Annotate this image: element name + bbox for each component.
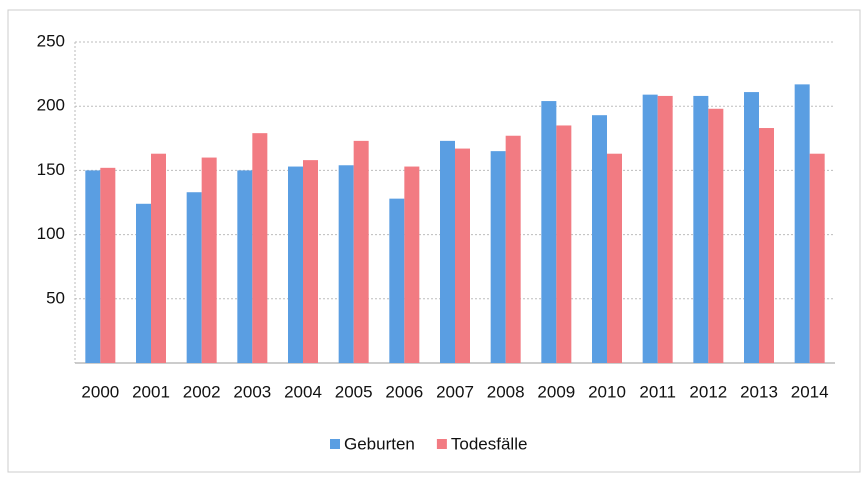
bar bbox=[505, 135, 521, 363]
legend-swatch bbox=[436, 439, 447, 449]
x-tick-label: 2006 bbox=[385, 382, 423, 401]
bar bbox=[303, 160, 318, 363]
x-tick-label: 2010 bbox=[588, 382, 626, 401]
bar bbox=[556, 125, 572, 364]
bar bbox=[809, 153, 825, 363]
legend-swatch bbox=[330, 439, 340, 449]
x-tick-label: 2011 bbox=[639, 382, 676, 401]
bar bbox=[541, 101, 557, 364]
bar bbox=[490, 151, 506, 363]
x-tick-label: 2007 bbox=[436, 382, 474, 401]
legend-label: Todesfälle bbox=[451, 434, 528, 453]
bar bbox=[440, 140, 455, 363]
chart-frame bbox=[7, 9, 861, 473]
x-tick-label: 2008 bbox=[487, 382, 525, 401]
y-tick-label: 100 bbox=[37, 224, 65, 243]
bar bbox=[252, 133, 268, 363]
bar bbox=[642, 94, 658, 364]
bar bbox=[404, 166, 420, 363]
x-tick-label: 2001 bbox=[132, 382, 170, 401]
bar bbox=[288, 166, 303, 363]
bar bbox=[693, 95, 709, 363]
bar bbox=[237, 170, 253, 363]
y-tick-label: 150 bbox=[37, 160, 65, 179]
x-tick-label: 2009 bbox=[537, 382, 575, 401]
bar bbox=[708, 108, 724, 363]
bar bbox=[607, 153, 622, 363]
x-tick-label: 2004 bbox=[284, 382, 322, 401]
bar bbox=[744, 92, 759, 364]
bar bbox=[136, 203, 151, 363]
bar bbox=[657, 95, 673, 363]
bar bbox=[201, 157, 217, 363]
x-tick-label: 2003 bbox=[233, 382, 271, 401]
bar bbox=[759, 128, 774, 363]
x-tick-label: 2005 bbox=[335, 382, 373, 401]
y-tick-label: 200 bbox=[37, 96, 65, 115]
x-tick-label: 2012 bbox=[689, 382, 727, 401]
x-tick-label: 2013 bbox=[740, 382, 778, 401]
bar bbox=[455, 148, 470, 363]
y-tick-label: 250 bbox=[37, 31, 65, 50]
bar bbox=[85, 170, 101, 363]
bar bbox=[186, 192, 202, 363]
bar bbox=[389, 198, 405, 363]
bar bbox=[353, 140, 369, 363]
bar bbox=[338, 165, 354, 363]
bar bbox=[151, 153, 166, 363]
bar bbox=[592, 115, 607, 363]
y-tick-label: 50 bbox=[46, 288, 65, 307]
x-tick-label: 2014 bbox=[791, 382, 829, 401]
legend-label: Geburten bbox=[344, 434, 415, 453]
bar bbox=[100, 167, 116, 363]
x-tick-label: 2000 bbox=[81, 382, 119, 401]
bar bbox=[794, 84, 810, 363]
x-tick-label: 2002 bbox=[183, 382, 221, 401]
